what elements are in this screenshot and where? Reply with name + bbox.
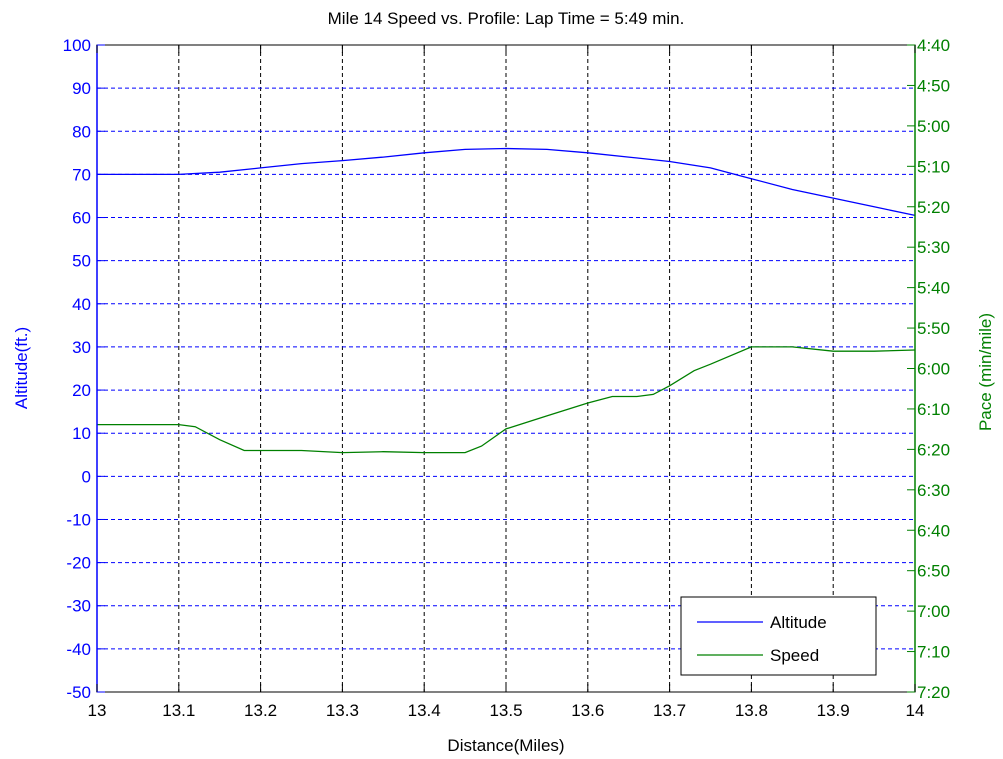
y-left-tick-label: -10: [66, 510, 91, 529]
y-right-tick-label: 6:00: [917, 360, 950, 379]
y-right-tick-label: 5:30: [917, 238, 950, 257]
x-tick-label: 13.5: [489, 701, 522, 720]
series-line-speed: [97, 346, 916, 454]
y-right-tick-label: 5:10: [917, 157, 950, 176]
x-tick-label: 13: [88, 701, 107, 720]
x-tick-label: 13.4: [408, 701, 441, 720]
y-right-tick-label: 6:30: [917, 481, 950, 500]
x-tick-labels: 13 13.1 13.2 13.3 13.4 13.5 13.6 13.7 13.8 13.9 14: [88, 701, 925, 720]
y-left-tick-label: -40: [66, 640, 91, 659]
series-line-altitude: [97, 147, 916, 217]
x-tick-label: 13.9: [817, 701, 850, 720]
x-tick-label: 13.2: [244, 701, 277, 720]
x-tick-label: 13.3: [326, 701, 359, 720]
y-right-tick-label: 5:40: [917, 279, 950, 298]
y-right-tick-label: 6:40: [917, 521, 950, 540]
y-right-tick-label: 4:50: [917, 76, 950, 95]
y-right-tick-label: 6:50: [917, 562, 950, 581]
y-axis-label-right: Pace (min/mile): [976, 313, 995, 431]
y-right-tick-label: 7:10: [917, 643, 950, 662]
y-left-tick-label: -20: [66, 554, 91, 573]
y-right-tick-label: 7:00: [917, 602, 950, 621]
y-left-tick-label: 10: [72, 424, 91, 443]
y-right-tick-label: 5:20: [917, 198, 950, 217]
y-left-tick-label: 30: [72, 338, 91, 357]
y-left-tick-label: 80: [72, 122, 91, 141]
y-left-tick-label: 90: [72, 79, 91, 98]
x-tick-label: 13.6: [571, 701, 604, 720]
y-left-tick-label: 40: [72, 295, 91, 314]
x-tick-label: 13.8: [735, 701, 768, 720]
y-right-tick-label: 6:20: [917, 440, 950, 459]
legend: Altitude Speed: [680, 596, 877, 676]
tick-marks: [96, 44, 916, 693]
x-tick-label: 13.1: [162, 701, 195, 720]
chart-title: Mile 14 Speed vs. Profile: Lap Time = 5:…: [328, 9, 685, 28]
y-left-tick-label: 70: [72, 165, 91, 184]
y-right-tick-label: 5:00: [917, 117, 950, 136]
y-left-tick-label: -30: [66, 597, 91, 616]
y-right-tick-label: 6:10: [917, 400, 950, 419]
y-right-tick-label: 7:20: [917, 683, 950, 702]
x-tick-label: 14: [906, 701, 925, 720]
y-right-tick-label: 5:50: [917, 319, 950, 338]
y-right-tick-label: 4:40: [917, 36, 950, 55]
x-axis-label: Distance(Miles): [447, 736, 564, 755]
series-group: [97, 147, 916, 454]
y-left-tick-label: 100: [63, 36, 91, 55]
y-right-tick-labels: 4:40 4:50 5:00 5:10 5:20 5:30 5:40 5:50 6:00 6:10…: [917, 36, 950, 702]
y-left-tick-label: -50: [66, 683, 91, 702]
grid-lines: [97, 45, 915, 692]
legend-box: [680, 596, 877, 676]
x-tick-label: 13.7: [653, 701, 686, 720]
y-axis-label-left: Altitude(ft.): [12, 327, 31, 409]
y-left-tick-label: 60: [72, 209, 91, 228]
legend-speed-label: Speed: [770, 646, 819, 665]
legend-altitude-label: Altitude: [770, 613, 827, 632]
y-left-tick-label: 50: [72, 252, 91, 271]
y-left-tick-label: 0: [82, 467, 91, 486]
y-left-tick-label: 20: [72, 381, 91, 400]
